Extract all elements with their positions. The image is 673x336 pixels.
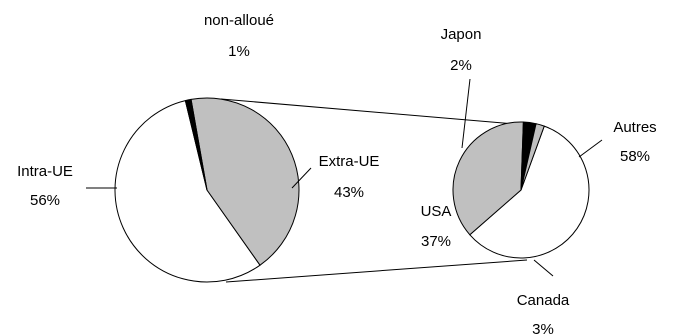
connector-top-line: [220, 98, 527, 126]
label-non-alloue-value: 1%: [228, 43, 250, 60]
label-usa-name: USA: [421, 203, 452, 220]
label-canada-name: Canada: [517, 292, 570, 309]
pie-slice-non-alloue: [184, 98, 208, 191]
leader-line-extra-ue: [291, 167, 312, 189]
pie-slice-usa: [452, 121, 524, 236]
pie-slice-intra-ue: [114, 100, 261, 283]
label-extra-ue-name: Extra-UE: [319, 153, 380, 170]
right-pie: [452, 121, 590, 259]
label-canada-value: 3%: [532, 321, 554, 336]
label-autres-value: 58%: [620, 148, 650, 165]
label-intra-ue-value: 56%: [30, 192, 60, 209]
leader-line-canada: [533, 259, 554, 277]
label-intra-ue-name: Intra-UE: [17, 163, 73, 180]
connector-bottom-line: [225, 259, 528, 283]
pie-slice-japon: [520, 123, 545, 191]
label-japon-value: 2%: [450, 57, 472, 74]
label-japon-name: Japon: [441, 26, 482, 43]
label-usa-value: 37%: [421, 233, 451, 250]
label-autres-name: Autres: [613, 119, 656, 136]
pie-slice-extra-ue: [190, 97, 300, 266]
left-pie: [114, 97, 300, 283]
label-non-alloue-name: non-alloué: [204, 12, 274, 29]
label-extra-ue-value: 43%: [334, 184, 364, 201]
leader-line-japon: [461, 78, 471, 149]
leader-line-autres: [578, 139, 603, 158]
pie-slice-autres: [469, 125, 590, 259]
